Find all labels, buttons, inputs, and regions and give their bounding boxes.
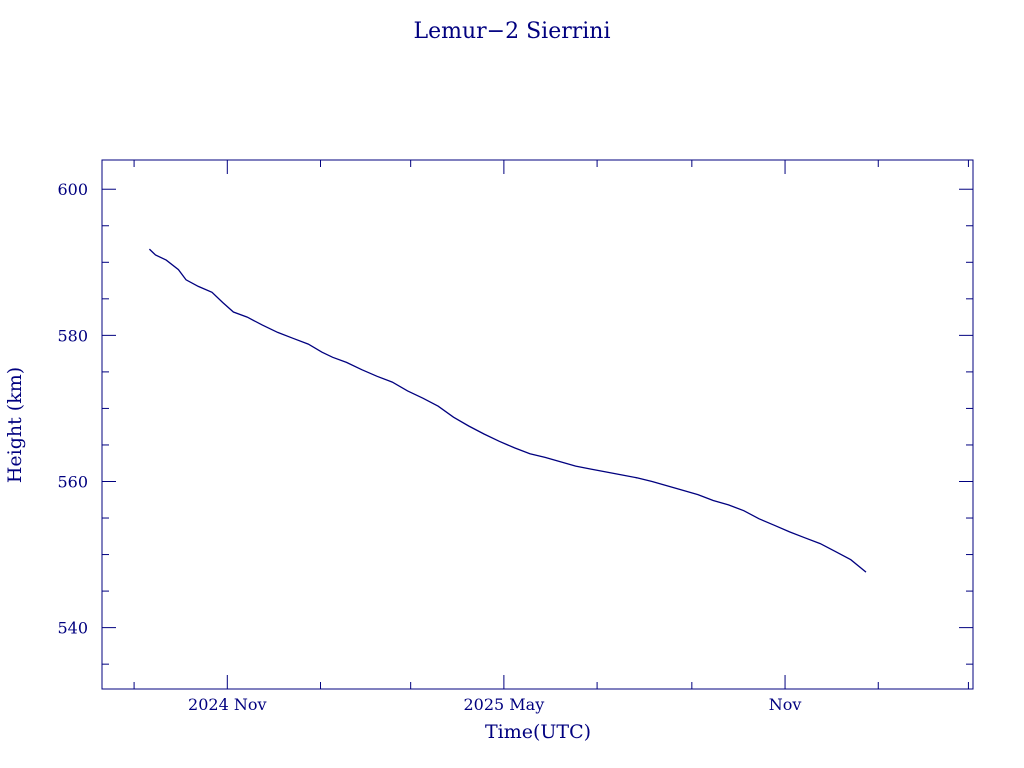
height-series-line — [148, 248, 867, 573]
x-tick-label: Nov — [769, 695, 802, 714]
y-tick-label: 560 — [57, 472, 88, 491]
y-tick-label: 580 — [57, 326, 88, 345]
y-tick-label: 600 — [57, 180, 88, 199]
chart-title: Lemur−2 Sierrini — [413, 19, 610, 44]
x-tick-label: 2025 May — [463, 695, 544, 714]
y-tick-label: 540 — [57, 619, 88, 638]
y-axis-label: Height (km) — [4, 367, 26, 483]
x-axis-label: Time(UTC) — [485, 721, 591, 743]
y-tick-labels: 540 560 580 600 — [57, 180, 88, 637]
plot-frame — [101, 159, 974, 690]
x-tick-labels: 2024 Nov 2025 May Nov — [188, 695, 801, 714]
axis-ticks — [102, 160, 973, 689]
x-tick-label: 2024 Nov — [188, 695, 266, 714]
